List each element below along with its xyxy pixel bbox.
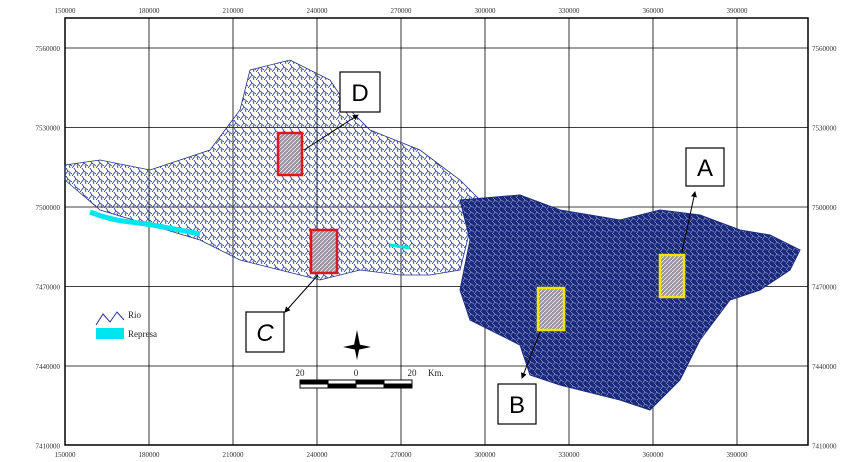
northing-label: 7500000 bbox=[812, 204, 837, 212]
northing-label: 7560000 bbox=[36, 45, 61, 53]
northing-label: 7560000 bbox=[812, 45, 837, 53]
site-a-area bbox=[658, 253, 686, 299]
scale-label: 0 bbox=[354, 368, 359, 378]
easting-label: 360000 bbox=[643, 7, 665, 15]
easting-label: 210000 bbox=[223, 7, 245, 15]
easting-label: 180000 bbox=[139, 7, 161, 15]
basin-upper bbox=[64, 59, 481, 281]
easting-label: 360000 bbox=[643, 451, 665, 459]
site-d-area bbox=[276, 131, 304, 177]
scale-unit: Km. bbox=[428, 368, 444, 378]
scale-bar bbox=[299, 379, 413, 389]
northing-label: 7440000 bbox=[36, 363, 61, 371]
easting-label: 330000 bbox=[559, 7, 581, 15]
easting-label: 180000 bbox=[139, 451, 161, 459]
legend-river-icon bbox=[95, 311, 125, 326]
label-box bbox=[497, 383, 537, 425]
arrows bbox=[284, 114, 697, 379]
site-label: A bbox=[697, 155, 713, 182]
scale-label: 20 bbox=[296, 368, 306, 378]
map-frame bbox=[64, 17, 809, 446]
easting-label: 150000 bbox=[55, 451, 77, 459]
scale-label: 20 bbox=[408, 368, 418, 378]
easting-label: 240000 bbox=[307, 7, 329, 15]
easting-label: 390000 bbox=[727, 7, 749, 15]
label-box bbox=[685, 147, 725, 187]
legend-label: Rio bbox=[128, 310, 142, 320]
site-b-area bbox=[536, 286, 566, 332]
easting-label: 300000 bbox=[475, 451, 497, 459]
northing-label: 7530000 bbox=[36, 125, 61, 133]
label-box bbox=[245, 311, 285, 353]
site-label: C bbox=[256, 320, 274, 347]
label-box bbox=[339, 71, 381, 113]
site-label: D bbox=[351, 80, 368, 107]
north-arrow bbox=[343, 330, 371, 360]
easting-label: 330000 bbox=[559, 451, 581, 459]
easting-label: 150000 bbox=[55, 7, 77, 15]
northing-label: 7410000 bbox=[36, 443, 61, 451]
legend-reservoir-icon bbox=[96, 328, 124, 339]
legend-label: Represa bbox=[128, 329, 157, 339]
reservoir bbox=[89, 209, 201, 237]
northing-label: 7410000 bbox=[812, 443, 837, 451]
northing-label: 7500000 bbox=[36, 204, 61, 212]
easting-label: 240000 bbox=[307, 451, 329, 459]
basin-lower bbox=[459, 194, 801, 411]
easting-label: 270000 bbox=[391, 451, 413, 459]
site-label: B bbox=[509, 392, 525, 419]
site-c-area bbox=[309, 228, 339, 275]
northing-label: 7470000 bbox=[36, 284, 61, 292]
northing-label: 7470000 bbox=[812, 284, 837, 292]
easting-label: 210000 bbox=[223, 451, 245, 459]
easting-label: 270000 bbox=[391, 7, 413, 15]
easting-label: 300000 bbox=[475, 7, 497, 15]
northing-label: 7440000 bbox=[812, 363, 837, 371]
reservoir bbox=[389, 243, 411, 250]
northing-label: 7530000 bbox=[812, 125, 837, 133]
easting-label: 390000 bbox=[727, 451, 749, 459]
